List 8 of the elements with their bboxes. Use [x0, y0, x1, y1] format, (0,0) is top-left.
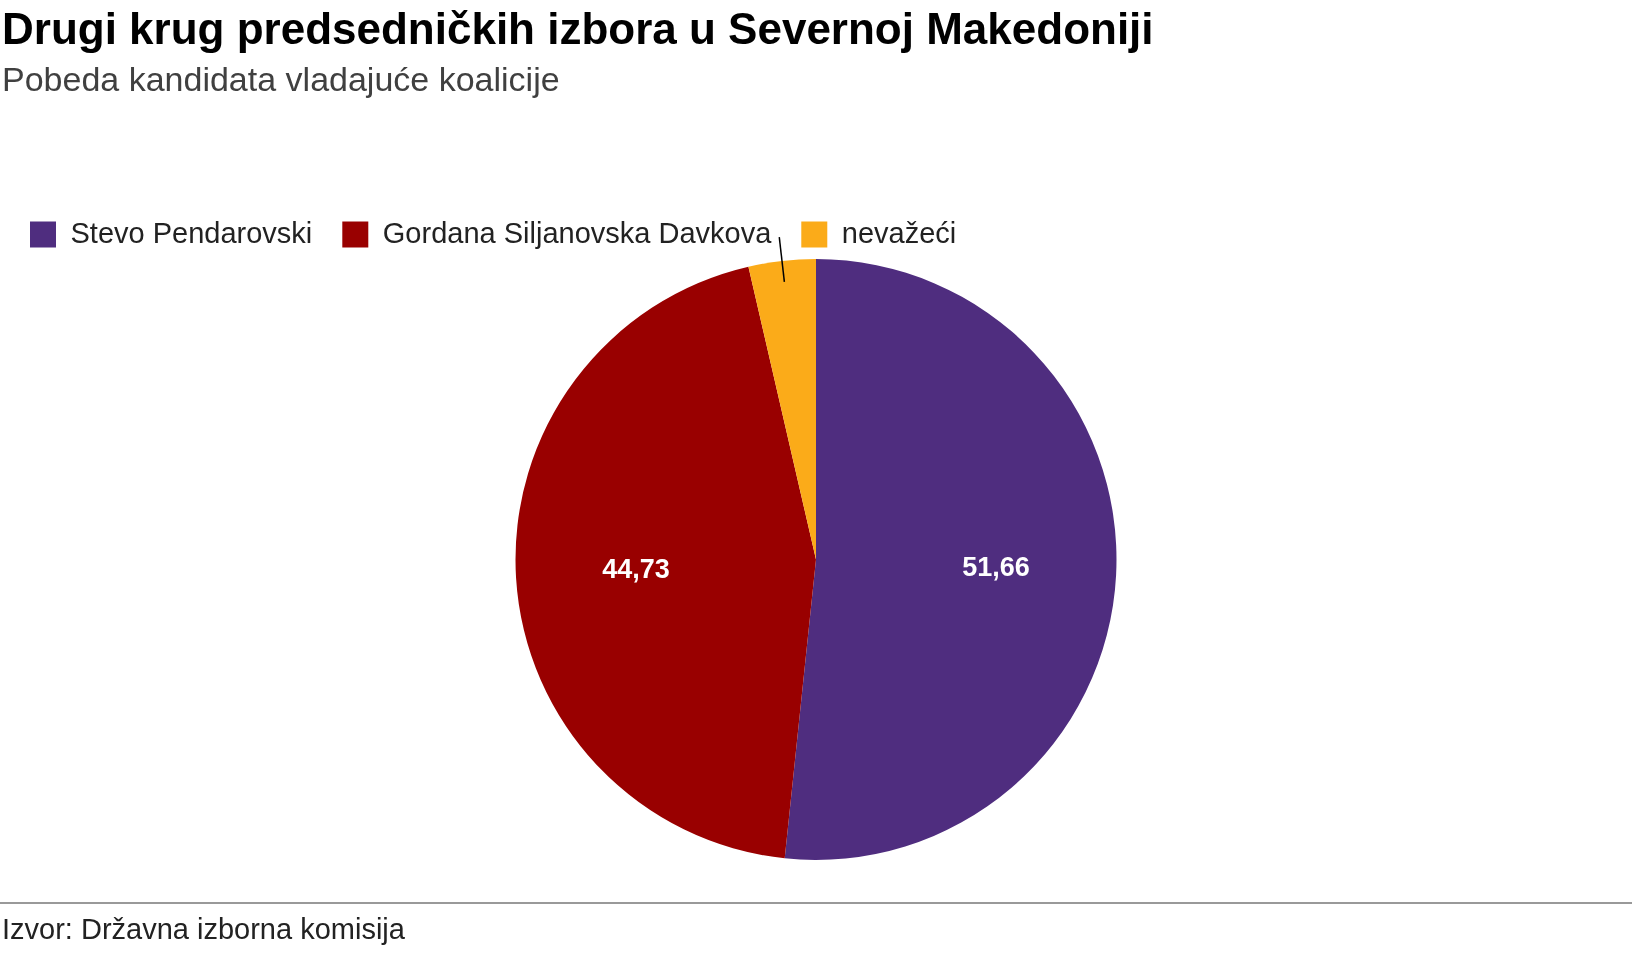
legend-label: nevažeći — [841, 216, 957, 249]
chart-title: Drugi krug predsedničkih izbora u Severnoj Makedoniji — [2, 4, 1154, 54]
text: Izvor: Državna izborna komisija — [2, 913, 405, 946]
data-label: 51,66 — [962, 552, 1030, 583]
legend-label: Stevo Pendarovski — [70, 216, 313, 249]
legend-label: Gordana Siljanovska Davkova — [382, 216, 773, 249]
chart-subtitle: Pobeda kandidata vladajuće koalicije — [2, 60, 560, 99]
data-label: 44,73 — [602, 553, 670, 584]
